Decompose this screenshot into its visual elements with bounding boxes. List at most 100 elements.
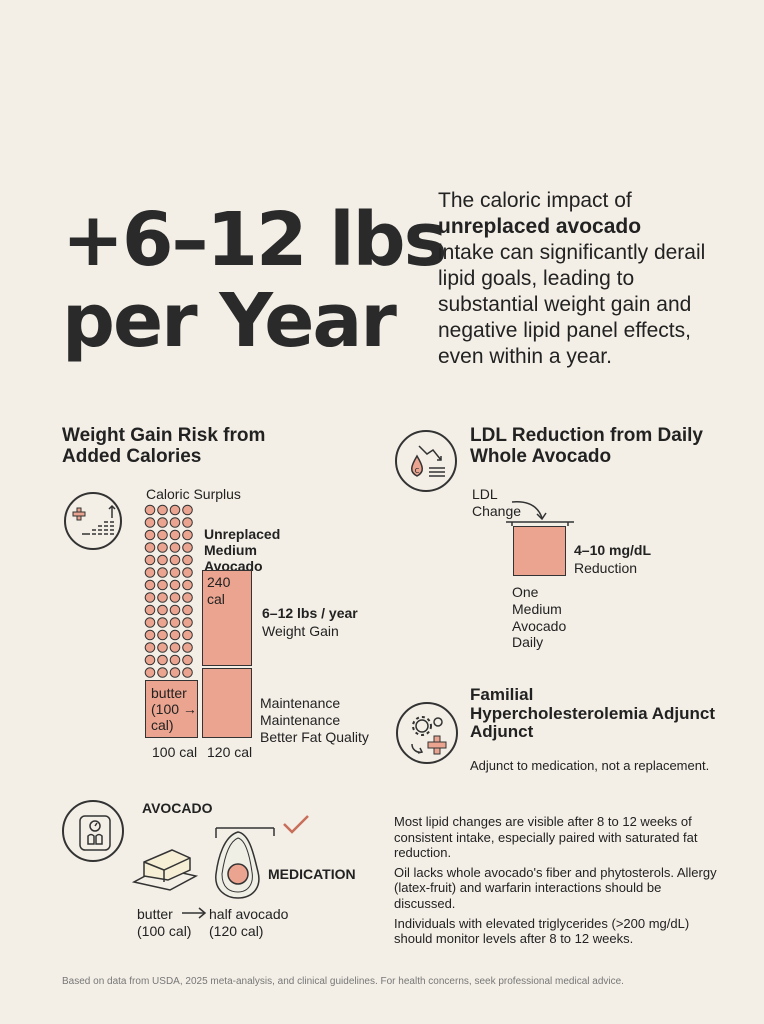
calorie-dot <box>182 654 193 666</box>
ldl-reduction-bar <box>513 526 566 576</box>
one-avocado-daily-label: One Medium Avocado Daily <box>512 584 566 651</box>
butter-100-cal-bar: butter (100 → cal) <box>145 680 198 738</box>
note-item: Oil lacks whole avocado's fiber and phyt… <box>394 864 717 911</box>
calorie-dot <box>144 542 156 553</box>
calorie-dot <box>182 579 193 591</box>
calorie-dot <box>169 629 181 641</box>
intro-bold: unreplaced avocado <box>438 215 642 239</box>
dots-label-line2: Medium <box>204 542 257 559</box>
right-arrow-icon <box>182 907 207 919</box>
calorie-dot <box>157 579 168 591</box>
calorie-dot <box>144 579 156 591</box>
calorie-dot <box>169 604 181 616</box>
note-item: Individuals with elevated triglycerides … <box>394 915 690 947</box>
weight-section-title: Weight Gain Risk from Added Calories <box>62 425 266 468</box>
ldl-reduction-label: 4–10 mg/dL Reduction <box>574 542 651 577</box>
half-avocado-label: half avocado (120 cal) <box>209 906 288 940</box>
calorie-dot <box>144 667 156 678</box>
ldl-change-line2: Change <box>472 502 522 519</box>
calorie-dot <box>169 554 181 566</box>
calorie-dot <box>157 667 168 678</box>
calorie-dot <box>157 604 168 616</box>
ldl-arrow-bracket <box>506 501 574 526</box>
calorie-dot <box>169 579 181 591</box>
calorie-dot <box>169 567 181 578</box>
calorie-dot <box>144 592 156 603</box>
butter-bar-line1: butter <box>151 685 187 701</box>
calorie-dot <box>144 529 156 541</box>
maint-line1: Maintenance <box>260 695 341 711</box>
butter-bar-line3: cal) <box>151 717 174 734</box>
calorie-dot-grid <box>144 504 193 678</box>
calorie-dot <box>169 592 181 603</box>
bar-240-label: 240 cal <box>207 574 231 607</box>
calorie-dot <box>144 629 156 641</box>
calorie-dot <box>182 617 193 628</box>
ldl-drop-icon: c <box>395 430 457 492</box>
avocado-line3: Avocado <box>512 617 567 634</box>
maint-line3: Better Fat Quality <box>260 728 369 745</box>
avocado-line1: One <box>512 584 539 600</box>
fh-section-title: Familial Hypercholesterolemia Adjunct Ad… <box>470 685 715 742</box>
medication-bracket <box>215 827 275 838</box>
gain-label-line2: Weight Gain <box>262 623 339 640</box>
ldl-change-line1: LDL <box>472 486 498 502</box>
reduction-line2: Reduction <box>574 559 638 576</box>
calorie-dot <box>144 504 156 516</box>
avocado-icon <box>215 831 260 899</box>
caloric-surplus-label: Caloric Surplus <box>146 486 241 502</box>
calorie-dot <box>157 592 168 603</box>
notes-list: Most lipid changes are visible after 8 t… <box>394 814 726 947</box>
calorie-dot <box>182 529 193 541</box>
avocado-label: AVOCADO <box>142 800 213 816</box>
butter-bar-line2: (100 → <box>151 701 197 718</box>
calorie-dot <box>144 617 156 628</box>
calorie-dot <box>182 629 193 641</box>
calorie-dot <box>144 604 156 616</box>
headline-line2: per Year <box>62 278 397 365</box>
reduction-line1: 4–10 mg/dL <box>574 542 652 558</box>
calorie-dot <box>157 567 168 578</box>
calorie-dot <box>169 529 181 541</box>
ldl-title-line2: Whole Avocado <box>470 445 612 467</box>
calorie-dot <box>182 504 193 516</box>
calorie-dot <box>169 517 181 528</box>
medication-label: MEDICATION <box>268 866 356 882</box>
intro-text: The caloric impact of unreplaced avocado… <box>438 188 738 370</box>
weight-gain-label: 6–12 lbs / year Weight Gain <box>262 604 358 640</box>
calorie-dot <box>157 517 168 528</box>
dots-label: Unreplaced Medium Avocado <box>204 526 280 574</box>
calorie-dot <box>182 567 193 578</box>
gain-label-line1: 6–12 lbs / year <box>262 605 358 621</box>
avocado-120-cal-bar <box>202 668 252 738</box>
calorie-dot <box>144 654 156 666</box>
butter-line2: (100 cal) <box>137 922 192 939</box>
calorie-dot <box>182 554 193 566</box>
calorie-dot <box>182 642 193 653</box>
calorie-dot <box>157 554 168 566</box>
calorie-dot <box>157 642 168 653</box>
weight-title-line1: Weight Gain Risk from <box>62 425 266 446</box>
calorie-dot <box>182 604 193 616</box>
note-item: Most lipid changes are visible after 8 t… <box>394 814 698 861</box>
calorie-dot <box>169 504 181 516</box>
dots-label-line1: Unreplaced <box>204 526 281 542</box>
calorie-dot <box>157 617 168 628</box>
intro-part1: The caloric impact of <box>438 189 632 212</box>
butter-cal-label: butter (100 cal) <box>137 906 191 940</box>
calorie-dot <box>169 654 181 666</box>
calorie-dot <box>157 529 168 541</box>
cal-100-label: 100 cal <box>152 744 198 760</box>
gears-cross-icon <box>396 702 458 764</box>
headline: +6–12 lbs per Year <box>62 199 448 365</box>
ldl-section-title: LDL Reduction from Daily Whole Avocado <box>470 425 703 468</box>
avocado-line4: Daily <box>512 634 544 651</box>
calorie-dot <box>144 517 156 528</box>
calorie-dot <box>157 629 168 641</box>
maint-line2: Maintenance <box>260 711 341 728</box>
calorie-dot <box>169 667 181 678</box>
half-line1: half avocado <box>209 906 289 922</box>
calorie-dot <box>144 642 156 653</box>
fh-note: Adjunct to medication, not a replacement… <box>470 758 710 773</box>
half-line2: (120 cal) <box>209 922 264 939</box>
